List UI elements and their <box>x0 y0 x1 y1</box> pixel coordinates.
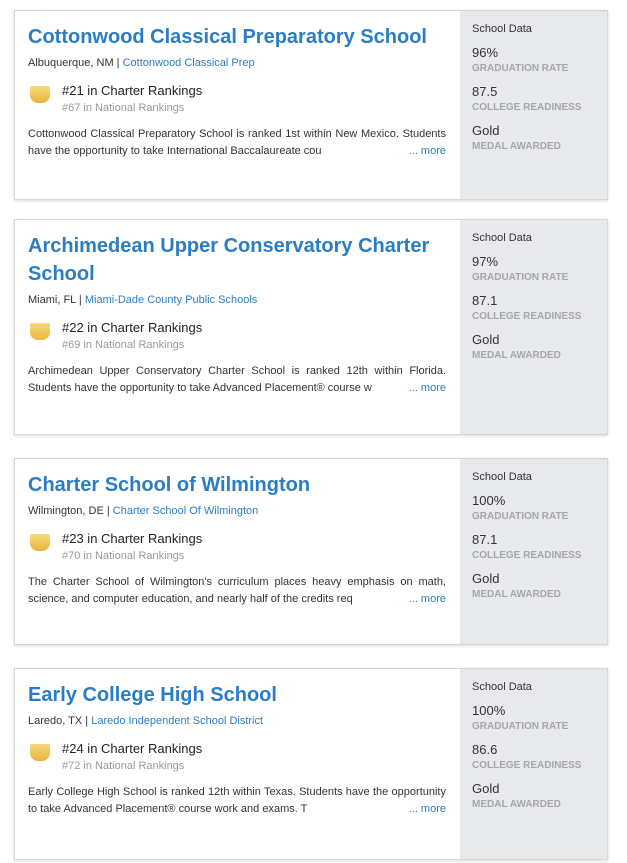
school-info: Cottonwood Classical Preparatory School … <box>15 11 460 199</box>
city-state: Wilmington, DE <box>28 505 104 517</box>
school-info: Charter School of Wilmington Wilmington,… <box>15 459 460 644</box>
college-readiness-value: 87.1 <box>472 532 498 547</box>
more-link[interactable]: ... more <box>368 143 446 160</box>
charter-rank: #23 in Charter Rankings <box>62 531 203 546</box>
college-readiness-value: 87.1 <box>472 293 498 308</box>
description-text: Archimedean Upper Conservatory Charter S… <box>28 365 446 394</box>
school-data-heading: School Data <box>472 23 532 35</box>
school-location: Laredo, TX | Laredo Independent School D… <box>28 715 264 727</box>
district-link[interactable]: Charter School Of Wilmington <box>112 505 259 517</box>
school-card: Archimedean Upper Conservatory Charter S… <box>14 219 608 435</box>
medal-label: MEDAL AWARDED <box>472 141 561 152</box>
school-info: Early College High School Laredo, TX | L… <box>15 669 460 859</box>
national-rank: #72 in National Rankings <box>62 760 185 772</box>
national-rank: #69 in National Rankings <box>62 339 185 351</box>
graduation-rate-value: 100% <box>472 703 506 718</box>
medal-value: Gold <box>472 571 500 586</box>
more-link[interactable]: ... more <box>368 801 446 818</box>
medal-value: Gold <box>472 123 500 138</box>
college-readiness-value: 86.6 <box>472 742 498 757</box>
school-location: Miami, FL | Miami-Dade County Public Sch… <box>28 294 258 306</box>
national-rank: #67 in National Rankings <box>62 102 185 114</box>
medal-label: MEDAL AWARDED <box>472 799 561 810</box>
district-link[interactable]: Miami-Dade County Public Schools <box>84 294 258 306</box>
medal-value: Gold <box>472 332 500 347</box>
more-link[interactable]: ... more <box>368 591 446 608</box>
school-card: Cottonwood Classical Preparatory School … <box>14 10 608 200</box>
school-card: Early College High School Laredo, TX | L… <box>14 668 608 860</box>
graduation-rate-value: 97% <box>472 254 499 269</box>
graduation-rate-label: GRADUATION RATE <box>472 63 569 74</box>
college-readiness-value: 87.5 <box>472 84 498 99</box>
college-readiness-label: COLLEGE READINESS <box>472 550 582 561</box>
national-rank: #70 in National Rankings <box>62 550 185 562</box>
school-description: Archimedean Upper Conservatory Charter S… <box>28 363 446 397</box>
medal-label: MEDAL AWARDED <box>472 350 561 361</box>
charter-rank: #22 in Charter Rankings <box>62 320 203 335</box>
school-name-link[interactable]: Charter School of Wilmington <box>28 474 311 496</box>
school-data-panel: School Data 100% GRADUATION RATE 87.1 CO… <box>460 459 607 644</box>
graduation-rate-value: 100% <box>472 493 506 508</box>
district-link[interactable]: Laredo Independent School District <box>91 715 264 727</box>
description-text: The Charter School of Wilmington's curri… <box>28 576 446 605</box>
school-name-link[interactable]: Archimedean Upper Conservatory Charter S… <box>28 235 430 285</box>
school-card: Charter School of Wilmington Wilmington,… <box>14 458 608 645</box>
school-info: Archimedean Upper Conservatory Charter S… <box>15 220 460 434</box>
school-name-link[interactable]: Early College High School <box>28 684 277 706</box>
school-description: Cottonwood Classical Preparatory School … <box>28 126 446 160</box>
school-data-panel: School Data 100% GRADUATION RATE 86.6 CO… <box>460 669 607 859</box>
college-readiness-label: COLLEGE READINESS <box>472 311 582 322</box>
school-location: Albuquerque, NM | Cottonwood Classical P… <box>28 57 255 69</box>
graduation-rate-label: GRADUATION RATE <box>472 721 569 732</box>
description-text: Early College High School is ranked 12th… <box>28 786 446 815</box>
ranking: #24 in Charter Rankings #72 in National … <box>28 741 446 772</box>
charter-rank: #21 in Charter Rankings <box>62 83 203 98</box>
charter-rank: #24 in Charter Rankings <box>62 741 203 756</box>
school-description: Early College High School is ranked 12th… <box>28 784 446 818</box>
medal-badge-icon <box>30 744 50 761</box>
college-readiness-label: COLLEGE READINESS <box>472 102 582 113</box>
school-data-panel: School Data 96% GRADUATION RATE 87.5 COL… <box>460 11 607 199</box>
graduation-rate-label: GRADUATION RATE <box>472 272 569 283</box>
graduation-rate-value: 96% <box>472 45 499 60</box>
ranking: #21 in Charter Rankings #67 in National … <box>28 83 446 114</box>
school-data-heading: School Data <box>472 232 532 244</box>
ranking: #22 in Charter Rankings #69 in National … <box>28 320 446 351</box>
school-name-link[interactable]: Cottonwood Classical Preparatory School <box>28 26 427 48</box>
graduation-rate-label: GRADUATION RATE <box>472 511 569 522</box>
school-data-heading: School Data <box>472 471 532 483</box>
medal-badge-icon <box>30 323 50 340</box>
medal-label: MEDAL AWARDED <box>472 589 561 600</box>
medal-badge-icon <box>30 534 50 551</box>
school-data-heading: School Data <box>472 681 532 693</box>
city-state: Miami, FL <box>28 294 76 306</box>
medal-badge-icon <box>30 86 50 103</box>
city-state: Albuquerque, NM <box>28 57 114 69</box>
school-description: The Charter School of Wilmington's curri… <box>28 574 446 608</box>
district-link[interactable]: Cottonwood Classical Prep <box>122 57 255 69</box>
medal-value: Gold <box>472 781 500 796</box>
school-data-panel: School Data 97% GRADUATION RATE 87.1 COL… <box>460 220 607 434</box>
college-readiness-label: COLLEGE READINESS <box>472 760 582 771</box>
more-link[interactable]: ... more <box>368 380 446 397</box>
school-location: Wilmington, DE | Charter School Of Wilmi… <box>28 505 259 517</box>
ranking: #23 in Charter Rankings #70 in National … <box>28 531 446 562</box>
description-text: Cottonwood Classical Preparatory School … <box>28 128 446 157</box>
city-state: Laredo, TX <box>28 715 83 727</box>
